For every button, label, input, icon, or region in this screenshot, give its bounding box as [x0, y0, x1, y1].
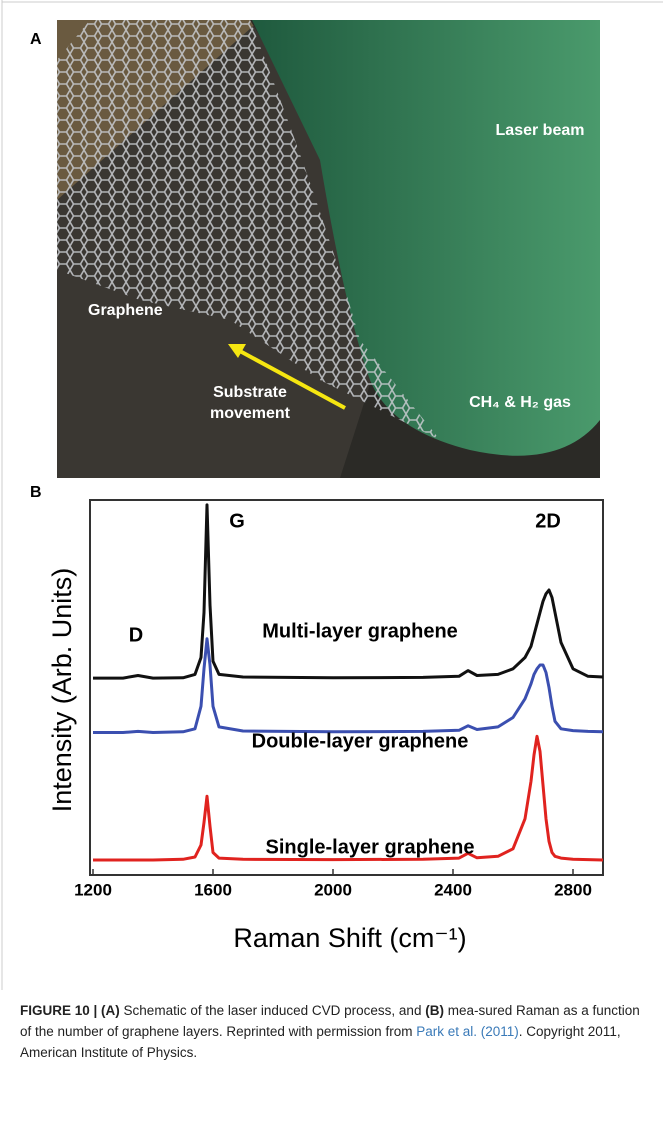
- series-label: Single-layer graphene: [266, 836, 475, 858]
- x-tick-label: 1200: [74, 880, 112, 899]
- caption-text: Schematic of the laser induced CVD proce…: [120, 1003, 425, 1018]
- figure: A Laser beam Graphene Substrate movement…: [0, 0, 663, 990]
- series-label: Double-layer graphene: [252, 730, 469, 752]
- caption-bold: (B): [425, 1003, 444, 1018]
- x-axis-title: Raman Shift (cm⁻¹): [233, 923, 466, 953]
- x-tick-label: 1600: [194, 880, 232, 899]
- peak-label: D: [129, 624, 143, 646]
- x-tick-label: 2000: [314, 880, 352, 899]
- series-label: Multi-layer graphene: [262, 620, 458, 642]
- citation-link[interactable]: Park et al. (2011): [416, 1024, 519, 1039]
- caption: FIGURE 10 | (A) Schematic of the laser i…: [20, 1000, 652, 1063]
- page: A Laser beam Graphene Substrate movement…: [0, 0, 663, 1138]
- label: CH₄ & H₂ gas: [469, 394, 571, 411]
- label: Laser beam: [496, 122, 585, 139]
- panel-label: B: [30, 484, 42, 501]
- label: Graphene: [88, 302, 163, 319]
- peak-label: 2D: [535, 510, 561, 532]
- schematic: Laser beam Graphene Substrate movement C…: [57, 20, 600, 478]
- caption-bold: FIGURE 10 | (A): [20, 1003, 120, 1018]
- x-tick-label: 2800: [554, 880, 592, 899]
- y-axis-title: Intensity (Arb. Units): [47, 568, 77, 813]
- peak-label: G: [229, 510, 245, 532]
- label: movement: [210, 405, 291, 422]
- panel-label: A: [30, 31, 42, 48]
- x-tick-label: 2400: [434, 880, 472, 899]
- label: Substrate: [213, 384, 287, 401]
